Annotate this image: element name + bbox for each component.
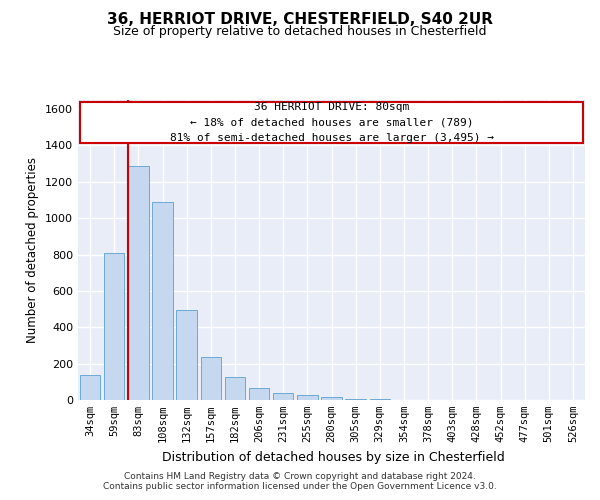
Bar bbox=[128, 166, 149, 400]
Bar bbox=[249, 388, 269, 400]
Text: Distribution of detached houses by size in Chesterfield: Distribution of detached houses by size … bbox=[161, 451, 505, 464]
FancyBboxPatch shape bbox=[80, 102, 583, 142]
Bar bbox=[80, 376, 100, 400]
Bar bbox=[273, 392, 293, 400]
Bar bbox=[321, 398, 342, 400]
Bar bbox=[346, 398, 366, 400]
Text: Contains public sector information licensed under the Open Government Licence v3: Contains public sector information licen… bbox=[103, 482, 497, 491]
Bar bbox=[224, 376, 245, 400]
Text: 36, HERRIOT DRIVE, CHESTERFIELD, S40 2UR: 36, HERRIOT DRIVE, CHESTERFIELD, S40 2UR bbox=[107, 12, 493, 28]
Text: Size of property relative to detached houses in Chesterfield: Size of property relative to detached ho… bbox=[113, 25, 487, 38]
Text: 36 HERRIOT DRIVE: 80sqm
← 18% of detached houses are smaller (789)
81% of semi-d: 36 HERRIOT DRIVE: 80sqm ← 18% of detache… bbox=[170, 102, 493, 143]
Bar bbox=[104, 252, 124, 400]
Bar bbox=[200, 356, 221, 400]
Text: Contains HM Land Registry data © Crown copyright and database right 2024.: Contains HM Land Registry data © Crown c… bbox=[124, 472, 476, 481]
Bar bbox=[152, 202, 173, 400]
Bar bbox=[297, 395, 317, 400]
Y-axis label: Number of detached properties: Number of detached properties bbox=[26, 157, 40, 343]
Bar bbox=[176, 310, 197, 400]
